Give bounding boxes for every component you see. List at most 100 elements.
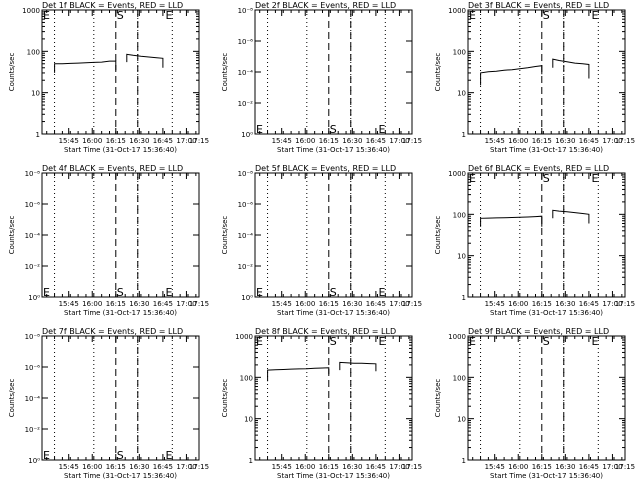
x-tick-label: 15:45 (272, 463, 292, 471)
x-tick-label: 17:00 (602, 463, 622, 471)
event-marker-e: E (165, 286, 172, 299)
x-tick-label: 16:15 (532, 463, 552, 471)
event-marker-s: S (117, 449, 124, 462)
event-marker-s: S (330, 335, 337, 348)
event-marker-e: E (43, 286, 50, 299)
detector-panel-3: Det 3f BLACK = Events, RED = LLD 1 10 100 10… (434, 1, 635, 154)
x-tick-label: 16:45 (579, 137, 599, 145)
x-tick-label: 16:15 (106, 137, 126, 145)
y-tick-label: 10⁻⁴ (238, 232, 254, 240)
x-tick-label: 17:15 (615, 463, 635, 471)
event-marker-e: E (43, 449, 50, 462)
y-tick-label: 10⁻⁸ (238, 7, 254, 15)
x-axis-label: Start Time (31-Oct-17 15:36:40) (64, 472, 177, 480)
x-tick-label: 17:00 (389, 137, 409, 145)
panel-title: Det 6f BLACK = Events, RED = LLD (468, 164, 609, 173)
x-tick-label: 16:45 (153, 300, 173, 308)
x-tick-label: 16:15 (106, 300, 126, 308)
detector-panel-1: Det 1f BLACK = Events, RED = LLD 1 10 100 10… (8, 1, 209, 154)
y-tick-label: 10⁻² (25, 426, 41, 434)
x-tick-label: 16:45 (579, 300, 599, 308)
event-rate-line (552, 209, 590, 224)
y-axis-label: Counts/sec (434, 379, 442, 418)
event-marker-s: S (543, 9, 550, 22)
y-tick-label: 10⁻² (238, 263, 254, 271)
event-marker-e: E (256, 286, 263, 299)
y-tick-label: 10 (457, 90, 466, 98)
x-tick-label: 16:00 (508, 463, 528, 471)
y-tick-label: 10⁻⁶ (25, 364, 41, 372)
y-tick-label: 1 (36, 131, 40, 139)
x-tick-label: 17:00 (389, 300, 409, 308)
y-tick-label: 10 (457, 416, 466, 424)
event-rate-line (267, 367, 330, 382)
event-marker-e: E (43, 9, 50, 22)
y-tick-label: 10⁻⁸ (25, 333, 41, 341)
y-tick-label: 10⁻⁸ (238, 170, 254, 178)
event-rate-line (54, 60, 117, 73)
x-tick-label: 16:15 (319, 463, 339, 471)
panel-title: Det 9f BLACK = Events, RED = LLD (468, 327, 609, 336)
y-tick-label: 100 (240, 374, 253, 382)
y-tick-label: 10 (31, 90, 40, 98)
panel-title: Det 1f BLACK = Events, RED = LLD (42, 1, 183, 10)
event-marker-s: S (330, 286, 337, 299)
x-tick-label: 16:30 (342, 300, 362, 308)
x-tick-label: 16:15 (319, 137, 339, 145)
plot-frame (467, 172, 626, 298)
x-tick-label: 17:15 (615, 137, 635, 145)
y-axis-label: Counts/sec (221, 216, 229, 255)
x-tick-label: 17:15 (189, 463, 209, 471)
x-tick-label: 16:45 (366, 463, 386, 471)
y-tick-label: 10 (457, 253, 466, 261)
y-tick-label: 1000 (448, 170, 466, 178)
event-marker-e: E (378, 123, 385, 136)
x-tick-label: 17:15 (402, 463, 422, 471)
x-tick-label: 15:45 (59, 137, 79, 145)
event-marker-e: E (591, 172, 598, 185)
x-tick-label: 16:15 (532, 300, 552, 308)
x-tick-label: 17:00 (176, 463, 196, 471)
x-tick-label: 15:45 (272, 300, 292, 308)
plot-frame (41, 9, 200, 135)
event-marker-e: E (469, 172, 476, 185)
x-tick-label: 16:15 (106, 463, 126, 471)
event-marker-e: E (165, 449, 172, 462)
y-tick-label: 10⁰ (28, 457, 40, 465)
event-marker-e: E (256, 335, 263, 348)
x-tick-label: 16:45 (366, 137, 386, 145)
y-tick-label: 10⁰ (241, 131, 253, 139)
event-marker-s: S (117, 9, 124, 22)
panel-title: Det 8f BLACK = Events, RED = LLD (255, 327, 396, 336)
x-tick-label: 16:00 (508, 300, 528, 308)
x-tick-label: 15:45 (485, 463, 505, 471)
event-marker-e: E (469, 335, 476, 348)
y-tick-label: 100 (453, 48, 466, 56)
x-tick-label: 16:00 (82, 137, 102, 145)
x-tick-label: 17:00 (389, 463, 409, 471)
y-axis-label: Counts/sec (8, 53, 16, 92)
y-tick-label: 100 (27, 48, 40, 56)
panel-title: Det 2f BLACK = Events, RED = LLD (255, 1, 396, 10)
x-tick-label: 16:00 (295, 137, 315, 145)
y-tick-label: 10⁻⁶ (238, 38, 254, 46)
x-tick-label: 15:45 (59, 463, 79, 471)
event-marker-e: E (591, 9, 598, 22)
event-marker-e: E (591, 335, 598, 348)
event-marker-s: S (543, 335, 550, 348)
y-tick-label: 10⁻⁴ (238, 69, 254, 77)
x-tick-label: 17:15 (402, 137, 422, 145)
y-tick-label: 1000 (22, 7, 40, 15)
panel-title: Det 7f BLACK = Events, RED = LLD (42, 327, 183, 336)
y-tick-label: 10⁻⁶ (25, 201, 41, 209)
x-tick-label: 17:00 (602, 137, 622, 145)
event-marker-e: E (256, 123, 263, 136)
event-marker-s: S (117, 286, 124, 299)
y-axis-label: Counts/sec (8, 216, 16, 255)
y-tick-label: 10⁰ (241, 294, 253, 302)
event-rate-line (126, 53, 164, 68)
y-tick-label: 10⁻² (238, 100, 254, 108)
x-tick-label: 16:30 (129, 300, 149, 308)
x-tick-label: 16:30 (129, 137, 149, 145)
